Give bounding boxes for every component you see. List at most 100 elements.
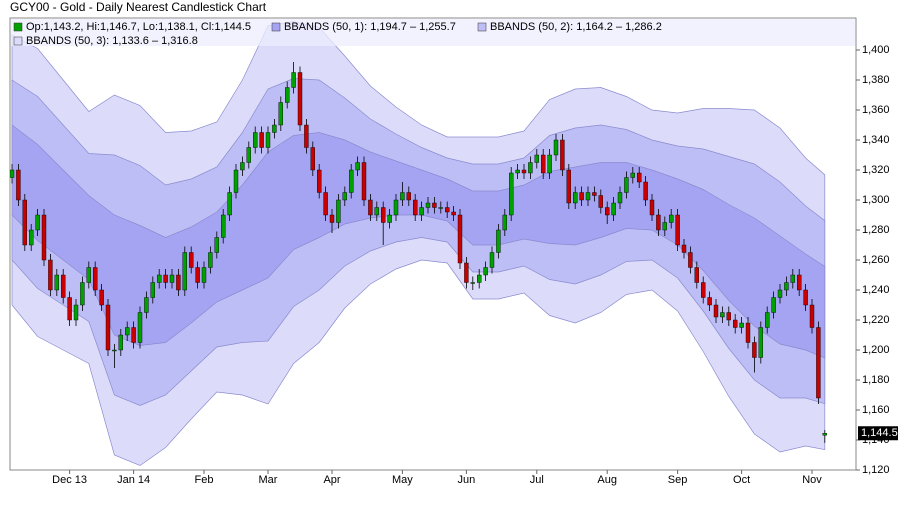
candle-body [400, 192, 405, 201]
y-tick-label: 1,380 [862, 74, 890, 86]
candle-body [534, 154, 539, 163]
candle-body [451, 211, 456, 216]
candle-body [675, 214, 680, 246]
candle-body [291, 72, 296, 88]
candle-body [246, 147, 252, 163]
candle-body [541, 154, 546, 174]
candle-body [438, 207, 443, 209]
candle-body [208, 252, 213, 268]
candle-body [10, 169, 15, 178]
bands [11, 21, 826, 466]
y-tick-label: 1,300 [862, 194, 890, 206]
candle-body [720, 312, 725, 318]
y-tick-label: 1,200 [862, 344, 890, 356]
legend-label: BBANDS (50, 3): 1,133.6 – 1,316.8 [26, 35, 198, 47]
axes: 1,1201,1401,1601,1801,2001,2201,2401,260… [52, 44, 898, 486]
candle-body [336, 199, 341, 223]
candle-body [342, 192, 347, 201]
candle-body [16, 169, 21, 201]
candle-body [182, 252, 188, 291]
candle-body [413, 199, 418, 216]
candle-body [92, 267, 98, 291]
candle-body [470, 282, 475, 284]
candle-body [509, 172, 514, 216]
candle-body [54, 274, 59, 291]
candle-body [777, 289, 783, 298]
candle-body [227, 192, 232, 216]
candle-body [483, 267, 488, 276]
candle-body [118, 334, 124, 351]
legend-swatch [477, 22, 487, 32]
y-tick-label: 1,180 [862, 374, 890, 386]
chart-title: GCY00 - Gold - Daily Nearest Candlestick… [10, 0, 267, 14]
x-tick-label: Jun [458, 474, 476, 486]
candle-body [573, 192, 578, 204]
candle-body [656, 214, 661, 231]
candle-body [323, 192, 328, 216]
candle-body [131, 327, 136, 343]
x-tick-label: Jan 14 [117, 474, 150, 486]
candle-body [188, 252, 194, 268]
candle-body [220, 214, 226, 238]
x-tick-label: Oct [733, 474, 750, 486]
candle-body [445, 207, 450, 213]
y-tick-label: 1,280 [862, 224, 890, 236]
x-tick-label: Nov [802, 474, 822, 486]
candle-body [112, 349, 117, 352]
candle-body [419, 207, 424, 216]
candle-body [605, 207, 610, 216]
candle-body [701, 282, 706, 298]
candle-body [598, 195, 603, 208]
candle-body [624, 177, 629, 193]
candle-body [406, 192, 411, 201]
candle-body [553, 139, 559, 156]
candle-body [48, 259, 53, 291]
candle-body [477, 274, 482, 283]
candle-body [790, 274, 795, 283]
candle-body [214, 237, 220, 253]
candle-body [73, 304, 79, 321]
candle-body [713, 304, 719, 318]
candle-body [329, 214, 335, 223]
candle-body [124, 327, 130, 336]
candle-body [29, 229, 34, 246]
candle-body [816, 327, 821, 399]
candle-body [176, 274, 181, 291]
candle-body [240, 162, 245, 171]
candle-body [489, 252, 495, 268]
candle-body [745, 322, 751, 343]
candle-body [285, 87, 290, 103]
legend-swatch [13, 36, 23, 46]
x-tick-label: Mar [259, 474, 278, 486]
candle-body [521, 169, 527, 174]
x-tick-label: Apr [323, 474, 340, 486]
candle-body [80, 282, 85, 306]
y-tick-label: 1,220 [862, 314, 890, 326]
candle-body [393, 199, 399, 216]
x-tick-label: Aug [597, 474, 617, 486]
last-price-label: 1,144.5 [861, 427, 898, 439]
candle-body [464, 262, 469, 283]
candle-body [252, 132, 258, 148]
band-area [11, 124, 826, 359]
y-tick-label: 1,340 [862, 134, 890, 146]
candle-body [169, 274, 175, 283]
x-tick-label: Sep [668, 474, 688, 486]
y-tick-label: 1,360 [862, 104, 890, 116]
candle-body [726, 312, 731, 321]
candle-body [771, 297, 776, 313]
candle-body [163, 274, 168, 283]
candle-body [259, 132, 264, 148]
candle-body [457, 214, 463, 264]
y-tick-label: 1,160 [862, 404, 890, 416]
x-tick-label: Jul [530, 474, 544, 486]
candle-body [566, 169, 571, 204]
candle-body [637, 172, 642, 183]
legend-label: BBANDS (50, 2): 1,164.2 – 1,286.2 [490, 21, 662, 33]
candle-body [86, 267, 92, 283]
legend-background [11, 19, 855, 46]
candle-body [233, 169, 239, 193]
candle-body [144, 297, 149, 313]
